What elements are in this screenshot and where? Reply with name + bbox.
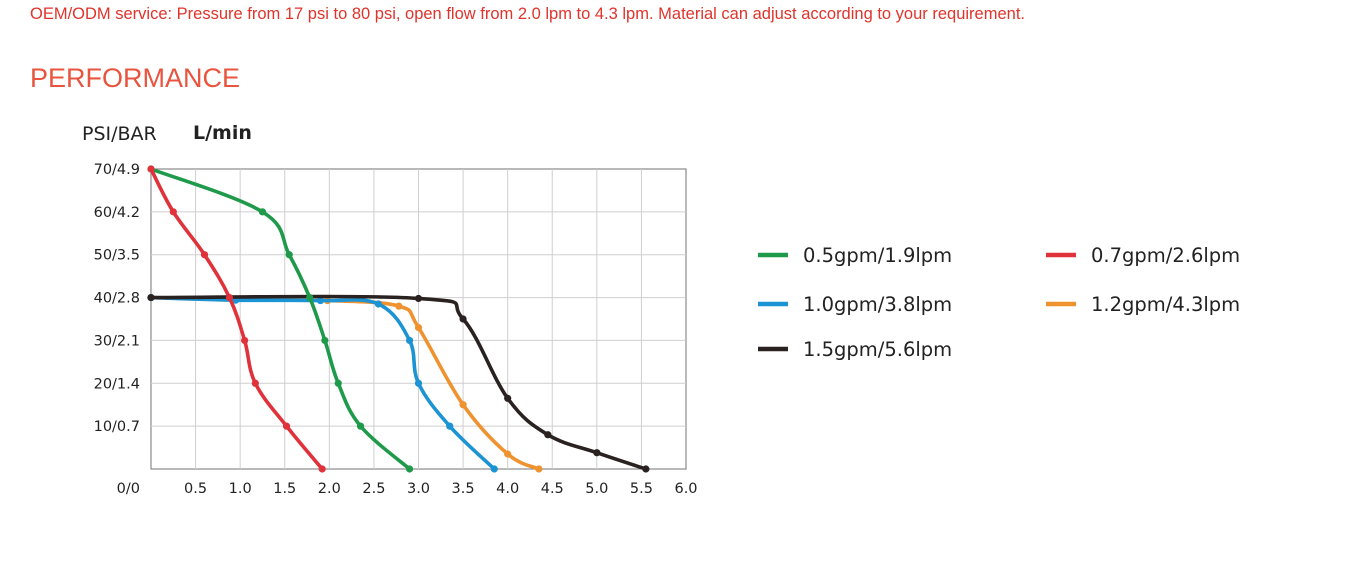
series-line [149, 167, 324, 471]
data-point [414, 323, 423, 332]
data-point [405, 336, 414, 345]
data-point [490, 465, 498, 473]
x-tick-label: 1.5 [273, 481, 296, 497]
y-tick-label: 10/0.7 [94, 419, 140, 435]
data-point [459, 315, 467, 323]
data-point [544, 431, 552, 439]
x-tick-label: 2.5 [362, 481, 385, 497]
legend-label: 1.2gpm/4.3lpm [1091, 293, 1240, 316]
data-point [414, 379, 423, 387]
data-point [374, 300, 382, 308]
data-point [147, 293, 155, 302]
data-point [356, 422, 365, 430]
x-tick-label: 6.0 [674, 481, 697, 497]
data-point [459, 401, 467, 409]
y-tick-label: 20/1.4 [94, 376, 140, 392]
data-point [318, 465, 326, 473]
data-point [535, 465, 543, 473]
oem-odm-service-note: OEM/ODM service: Pressure from 17 psi to… [30, 5, 1025, 23]
data-point [316, 296, 325, 305]
data-point [169, 208, 177, 216]
x-tick-label: 3.5 [452, 481, 475, 497]
data-point [405, 465, 414, 473]
y-unit-label: PSI/BAR [82, 123, 157, 145]
data-point [504, 394, 512, 402]
x-tick-label: 5.0 [585, 481, 608, 497]
legend-label: 0.7gpm/2.6lpm [1091, 244, 1240, 267]
data-point [593, 449, 601, 457]
y-tick-label: 60/4.2 [94, 205, 140, 221]
data-point [414, 294, 423, 303]
x-tick-label: 4.0 [496, 481, 519, 497]
data-point [334, 379, 342, 387]
data-point [504, 450, 512, 458]
x-tick-label: 5.5 [630, 481, 653, 497]
data-point [395, 302, 403, 310]
data-point [200, 251, 209, 259]
data-point [306, 293, 314, 302]
data-point [147, 165, 155, 173]
series-line [149, 294, 648, 471]
x-tick-label: 3.0 [407, 481, 430, 497]
y-tick-label: 70/4.9 [94, 162, 140, 178]
x-unit-label: L/min [193, 122, 252, 144]
x-tick-label: 1.0 [229, 481, 252, 497]
data-point [225, 293, 234, 302]
y-tick-label: 30/2.1 [94, 333, 140, 349]
x-tick-label: 0.5 [184, 481, 207, 497]
x-tick-label: 4.5 [541, 481, 564, 497]
y-tick-label: 40/2.8 [94, 291, 140, 307]
y-tick-label: 50/3.5 [94, 248, 140, 264]
data-point [285, 251, 293, 259]
legend-label: 1.5gpm/5.6lpm [803, 338, 952, 361]
data-point [446, 422, 454, 430]
legend-label: 0.5gpm/1.9lpm [803, 244, 952, 267]
y-tick-label: 0/0 [117, 481, 140, 497]
data-point [321, 336, 329, 345]
data-point [258, 208, 267, 216]
data-point [241, 336, 249, 345]
data-point [251, 379, 259, 387]
data-point [642, 465, 650, 473]
x-tick-label: 2.0 [318, 481, 341, 497]
data-point [282, 422, 291, 430]
performance-heading: PERFORMANCE [30, 63, 241, 93]
legend-label: 1.0gpm/3.8lpm [803, 293, 952, 316]
